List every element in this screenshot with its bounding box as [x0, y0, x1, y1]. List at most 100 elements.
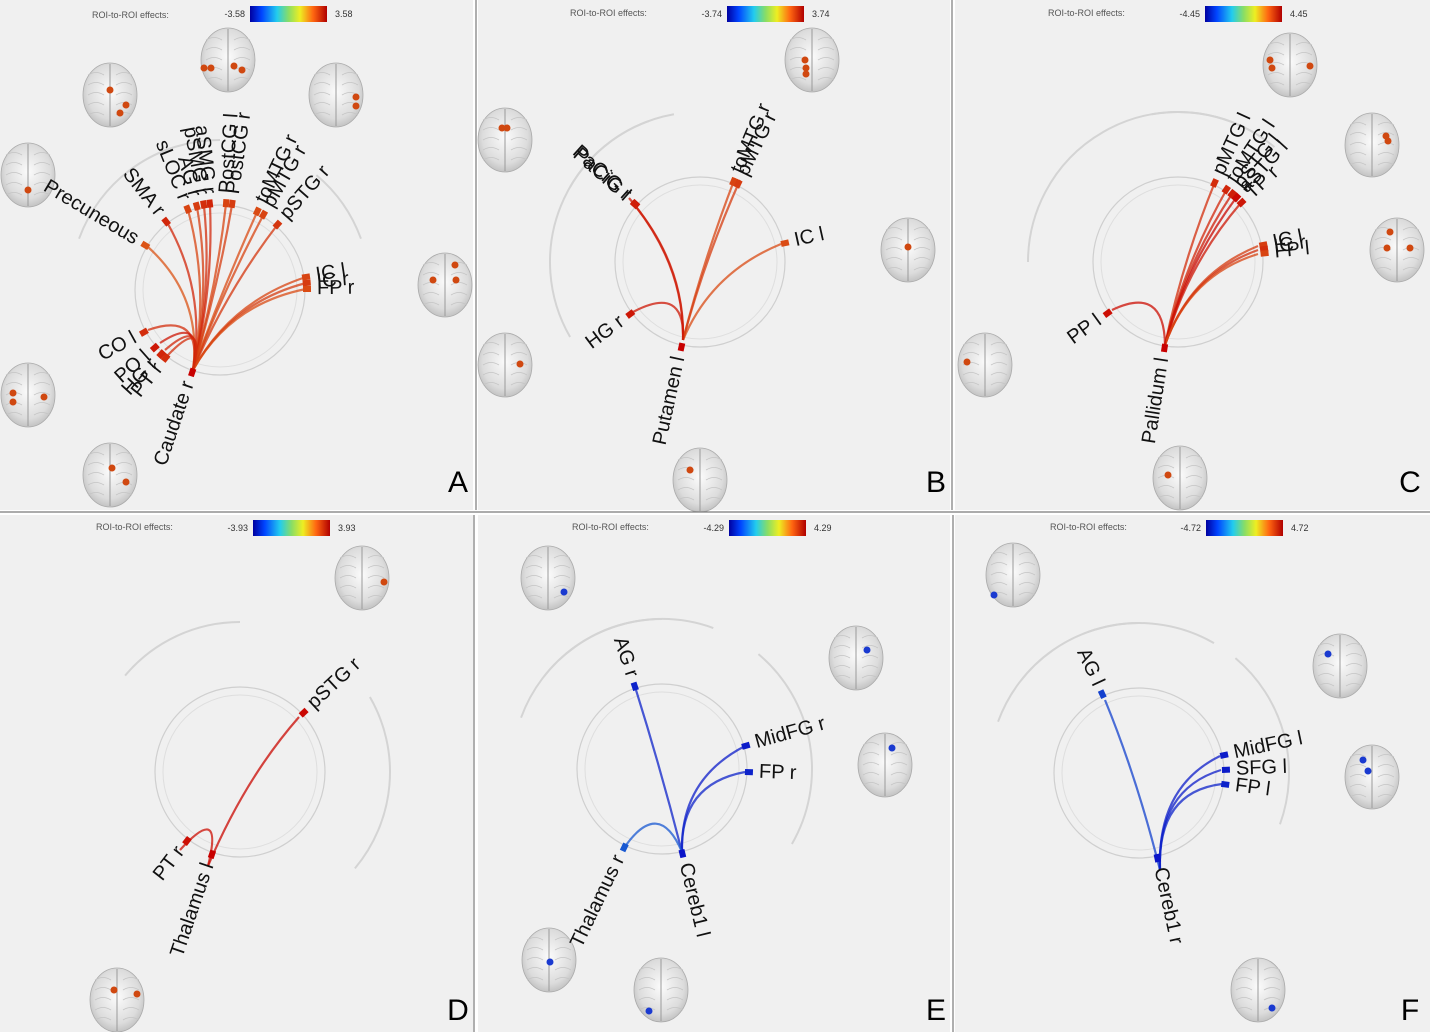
roi-dot [904, 243, 912, 251]
brain-glyph [334, 545, 390, 611]
roi-dot [1268, 1004, 1276, 1012]
colorbar-title: ROI-to-ROI effects: [572, 522, 649, 532]
roi-midfg-l-marker [1219, 751, 1229, 759]
roi-dot [116, 109, 124, 117]
connections [623, 689, 746, 853]
outer-group-arc [1151, 111, 1276, 148]
roi-dot [1406, 244, 1414, 252]
roi-dot [888, 744, 896, 752]
roi-tp-r-marker [1236, 197, 1247, 208]
colorbar-gradient [253, 520, 330, 536]
connectome-ring-outer [154, 686, 326, 858]
connection-pp-l [1111, 301, 1167, 346]
roi-hg-r-marker [156, 349, 167, 360]
colorbar: ROI-to-ROI effects: -4.45 4.45 [1048, 6, 1308, 22]
connection-ag-l [1103, 699, 1162, 871]
connectome-ring-inner [1061, 695, 1217, 851]
roi-dot [238, 66, 246, 74]
roi-dot [122, 478, 130, 486]
brain-glyph [1344, 744, 1400, 810]
colorbar-max-label: 3.58 [335, 9, 353, 19]
roi-fp-l-marker [1260, 249, 1269, 257]
seed-roi-marker [1153, 853, 1162, 863]
roi-astg-l-marker [1231, 192, 1242, 203]
connection-pt-r [167, 337, 198, 371]
connection-hg-r [632, 301, 685, 341]
outer-group-arc [124, 621, 241, 677]
colorbar-min-label: -3.58 [224, 9, 245, 19]
roi-asmg-r-marker [206, 199, 214, 208]
panel-letter: A [448, 466, 468, 499]
colorbar-max-label: 4.45 [1290, 9, 1308, 19]
connection-pstg-r [191, 223, 279, 371]
roi-co-l-marker [138, 327, 149, 337]
brain-glyph [1262, 32, 1318, 98]
roi-midfg-r-marker [741, 741, 751, 750]
roi-ag-r-marker [630, 681, 639, 692]
roi-tomtg-r-marker [729, 176, 738, 187]
roi-dot [546, 958, 554, 966]
roi-dot [645, 1007, 653, 1015]
roi-fp-r-label: FP r [317, 277, 355, 299]
brain-glyph [0, 142, 56, 208]
seed-roi-marker [678, 848, 687, 859]
colorbar-gradient [729, 520, 806, 536]
roi-dot [1164, 471, 1172, 479]
roi-postcg-l-marker [222, 199, 230, 208]
roi-dot [1359, 756, 1367, 764]
roi-dot [429, 276, 437, 284]
seed-roi-marker [1160, 343, 1169, 353]
connectome-ring-inner [584, 691, 740, 847]
connectome-ring-outer [614, 176, 786, 348]
colorbar-gradient [1206, 520, 1283, 536]
panel-letter: C [1399, 466, 1421, 499]
brain-glyph [1312, 633, 1368, 699]
brain-glyph [633, 957, 689, 1023]
roi-ic-l-marker [1258, 241, 1268, 249]
outer-group-arc [315, 174, 362, 240]
roi-pmtg-r-marker [258, 209, 269, 220]
roi-thalamus-r-marker [619, 842, 629, 853]
panel-background [478, 0, 950, 510]
colorbar-gradient [727, 6, 804, 22]
roi-tomtg-l-marker [1221, 184, 1231, 195]
brain-glyph [1230, 957, 1286, 1023]
seed-roi-marker [677, 342, 686, 352]
roi-fp-r-label: FP r [759, 761, 798, 784]
connections [1103, 699, 1223, 871]
roi-dot [108, 464, 116, 472]
colorbar-max-label: 3.93 [338, 523, 356, 533]
colorbar-title: ROI-to-ROI effects: [1048, 8, 1125, 18]
connection-pstg-r [206, 716, 300, 867]
outer-group-arc [1087, 622, 1215, 644]
brain-glyph [1152, 445, 1208, 511]
seed-roi-marker [207, 849, 217, 860]
colorbar-min-label: -3.93 [227, 523, 248, 533]
roi-pstg-r-marker [272, 219, 283, 230]
roi-dot [1306, 62, 1314, 70]
connections [1111, 181, 1259, 346]
colorbar-title: ROI-to-ROI effects: [92, 10, 169, 20]
roi-ic-r-marker [302, 279, 311, 287]
outer-group-arc [564, 618, 714, 655]
roi-postcg-r-marker [228, 199, 236, 209]
connection-tp-r [1163, 203, 1241, 346]
outer-group-arc [1234, 657, 1290, 825]
roi-ag-r-marker [192, 201, 201, 211]
brain-glyph [308, 62, 364, 128]
colorbar-min-label: -4.72 [1180, 523, 1201, 533]
panel-letter: B [926, 466, 946, 499]
panel-letter: D [447, 994, 469, 1027]
roi-dot [452, 276, 460, 284]
roi-fp-l-label: FP l [1273, 237, 1310, 262]
brain-glyph [477, 332, 533, 398]
brain-glyph [1344, 112, 1400, 178]
roi-dot [40, 393, 48, 401]
colorbar-max-label: 4.72 [1291, 523, 1309, 533]
colorbar-gradient [250, 6, 327, 22]
brain-glyph [985, 542, 1041, 608]
roi-pmtg-l-marker [1210, 178, 1219, 188]
roi-dot [503, 124, 511, 132]
